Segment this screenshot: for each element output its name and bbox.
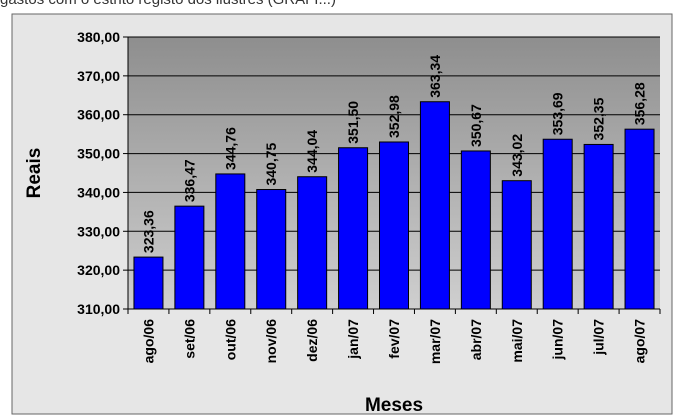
data-label-out/06: 344,76: [222, 127, 238, 170]
y-tick-label: 370,00: [77, 68, 120, 84]
bar-set/06: [174, 205, 205, 310]
data-label-abr/07: 350,67: [468, 104, 484, 147]
x-tick-label-nov/06: nov/06: [263, 319, 279, 364]
data-label-dez/06: 344,04: [304, 130, 320, 173]
bar-ago/07: [624, 128, 655, 310]
bar-jan/07: [338, 147, 369, 310]
y-axis: 310,00 320,00 330,00 340,00 350,00 360,00 370,…: [77, 29, 129, 317]
x-tick-label-out/06: out/06: [222, 319, 238, 360]
y-tick-label: 320,00: [77, 262, 120, 278]
x-tick-label-ago/07: ago/07: [632, 319, 648, 364]
y-tick-label: 360,00: [77, 107, 120, 123]
bar-mai/07: [501, 180, 532, 310]
x-tick-label-jul/07: jul/07: [591, 319, 607, 356]
data-label-jul/07: 352,35: [591, 97, 607, 140]
data-label-jan/07: 351,50: [345, 101, 361, 144]
data-label-ago/07: 356,28: [632, 82, 648, 125]
data-label-mai/07: 343,02: [509, 134, 525, 177]
data-labels: 323,36 336,47 344,76 340,75 344,04 351,50 352,…: [140, 55, 647, 253]
data-label-jun/07: 353,69: [550, 92, 566, 135]
x-tick-label-ago/06: ago/06: [140, 319, 156, 364]
data-label-mar/07: 363,34: [427, 55, 443, 98]
bar-nov/06: [256, 189, 287, 310]
x-tick-label-jan/07: jan/07: [345, 319, 361, 360]
bar-abr/07: [460, 150, 491, 310]
data-label-ago/06: 323,36: [140, 210, 156, 253]
y-tick-label: 380,00: [77, 29, 120, 45]
bar-jun/07: [542, 138, 573, 310]
data-label-nov/06: 340,75: [263, 142, 279, 185]
bar-dez/06: [297, 176, 328, 310]
x-tick-label-fev/07: fev/07: [386, 319, 402, 359]
y-tick-label: 340,00: [77, 184, 120, 200]
x-tick-label-abr/07: abr/07: [468, 319, 484, 360]
bar-ago/06: [133, 256, 164, 310]
y-axis-title: Reais: [24, 148, 45, 199]
x-tick-label-dez/06: dez/06: [304, 319, 320, 362]
x-tick-label-mar/07: mar/07: [427, 319, 443, 364]
bar-jul/07: [583, 143, 614, 310]
bar-fev/07: [379, 141, 409, 310]
x-tick-label-mai/07: mai/07: [509, 319, 525, 363]
x-axis-title: Meses: [365, 395, 423, 416]
bar-out/06: [215, 173, 246, 310]
data-label-set/06: 336,47: [181, 159, 197, 202]
x-tick-label-jun/07: jun/07: [550, 319, 566, 361]
x-tick-label-set/06: set/06: [181, 319, 197, 359]
bars: [133, 101, 655, 310]
cropped-header-text: gastos com o estrito registo dos ilustre…: [0, 0, 677, 11]
x-axis: ago/06 set/06 out/06 nov/06 dez/06 jan/07 fev/…: [127, 308, 661, 364]
y-tick-label: 330,00: [77, 223, 120, 239]
y-tick-label: 350,00: [77, 146, 120, 162]
bar-mar/07: [419, 101, 450, 310]
data-label-fev/07: 352,98: [386, 95, 402, 138]
y-tick-label: 310,00: [77, 301, 120, 317]
